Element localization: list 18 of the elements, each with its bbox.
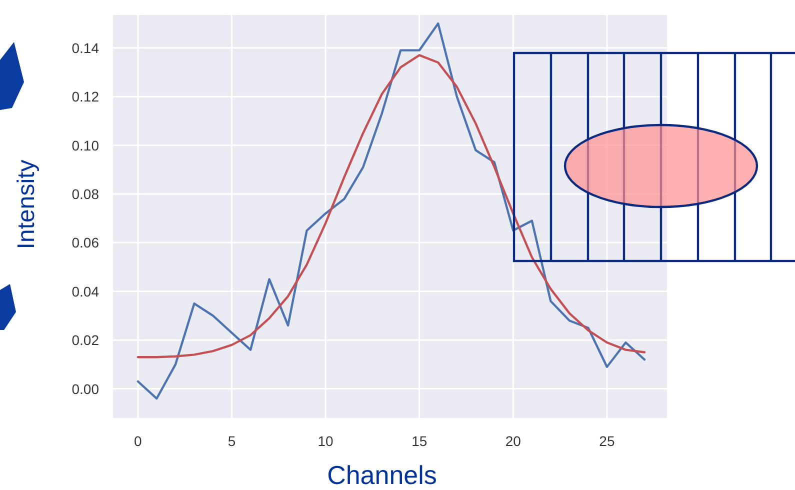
- y-tick-label: 0.10: [72, 137, 100, 154]
- x-tick-label: 5: [228, 433, 236, 449]
- y-tick-label: 0.08: [72, 186, 100, 202]
- line-series: [136, 54, 646, 358]
- y-tick-label: 0.06: [72, 234, 100, 251]
- x-tick-label: 25: [599, 433, 615, 449]
- y-tick-label: 0.14: [72, 40, 100, 56]
- y-axis-title: Intensity: [13, 160, 40, 250]
- y-tick-label: 0.12: [72, 88, 100, 105]
- x-tick-label: 0: [134, 433, 142, 449]
- y-tick-label: 0.04: [72, 283, 100, 300]
- x-tick-label: 20: [505, 433, 522, 449]
- x-tick-label: 10: [318, 433, 334, 449]
- y-tick-label: 0.00: [72, 380, 100, 397]
- x-axis-title: Channels: [327, 460, 437, 490]
- line-series: [136, 22, 646, 400]
- x-tick-label: 15: [412, 433, 428, 449]
- y-tick-label: 0.02: [72, 332, 100, 348]
